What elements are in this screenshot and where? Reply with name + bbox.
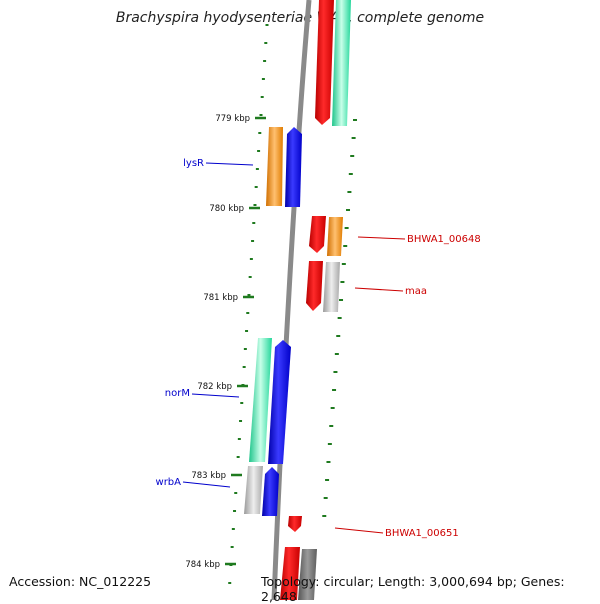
gene-arrow[interactable] — [285, 127, 302, 207]
accession-text: Accession: NC_012225 — [9, 574, 152, 589]
gene-label-lines — [182, 162, 406, 534]
tick-marks-right — [322, 119, 357, 517]
tick-label: 783 kbp — [191, 471, 226, 481]
tick-label: 780 kbp — [209, 204, 244, 214]
tick-labels: 779 kbp 780 kbp 781 kbp 782 kbp 783 kbp 784 k… — [185, 114, 250, 570]
gene-arrow[interactable] — [244, 466, 263, 514]
gene-arrow[interactable] — [249, 338, 272, 462]
gene-label[interactable]: maa — [405, 286, 427, 297]
tick-label: 782 kbp — [197, 382, 232, 392]
gene-label[interactable]: wrbA — [156, 477, 182, 488]
gene-label-line — [205, 162, 254, 166]
gene-arrow[interactable] — [298, 549, 317, 600]
tick-label: 781 kbp — [203, 293, 238, 303]
gene-label[interactable]: BHWA1_00648 — [407, 234, 481, 245]
map-title: Brachyspira hyodysenteriae WA1, complete… — [115, 10, 485, 26]
tick-label: 779 kbp — [215, 114, 250, 124]
gene-arrow[interactable] — [306, 261, 323, 311]
gene-arrow[interactable] — [332, 0, 351, 126]
gene-label[interactable]: BHWA1_00651 — [385, 528, 459, 539]
gene-label-line — [354, 287, 404, 292]
gene-label-line — [334, 527, 384, 534]
gene-arrow[interactable] — [315, 0, 334, 125]
gene-arrow[interactable] — [266, 127, 283, 206]
tick-marks-left — [228, 24, 269, 584]
gene-label-line — [357, 236, 406, 240]
gene-arrow[interactable] — [323, 262, 340, 312]
gene-arrow[interactable] — [262, 467, 279, 516]
gene-arrow[interactable] — [327, 217, 343, 256]
genome-backbone — [271, 0, 312, 600]
gene-arrow[interactable] — [268, 340, 291, 464]
gene-arrow[interactable] — [280, 547, 300, 600]
gene-label-line — [182, 481, 231, 488]
tick-label: 784 kbp — [185, 560, 220, 570]
gene-label[interactable]: norM — [165, 388, 190, 399]
gene-arrow[interactable] — [288, 516, 302, 532]
major-ticks — [225, 116, 266, 566]
gene-label[interactable]: lysR — [183, 158, 204, 169]
gene-label-line — [191, 393, 240, 398]
gene-arrow[interactable] — [309, 216, 326, 253]
